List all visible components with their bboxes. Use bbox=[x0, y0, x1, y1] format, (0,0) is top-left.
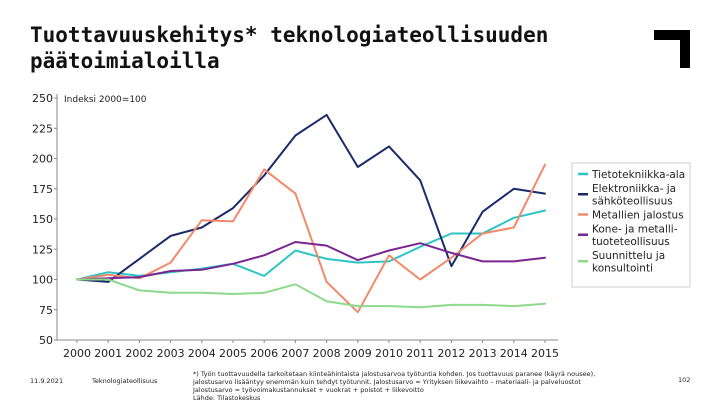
x-tick-label: 2011 bbox=[406, 347, 434, 360]
x-tick-label: 2001 bbox=[94, 347, 122, 360]
y-tick-label: 125 bbox=[32, 243, 53, 256]
footer-note-line: jalostusarvo lisääntyy enemmän kuin tehd… bbox=[193, 378, 581, 386]
x-tick-label: 2010 bbox=[375, 347, 403, 360]
series-line-tietotekniikka-ala bbox=[76, 209, 546, 281]
series-line-kone-ja-metallituoteteollisuus bbox=[76, 241, 546, 281]
footer-company: Teknologiateollisuus bbox=[92, 377, 158, 385]
x-tick-label: 2012 bbox=[437, 347, 465, 360]
series-lines bbox=[76, 113, 546, 314]
legend-label: Kone- ja metalli- bbox=[592, 224, 678, 236]
series-line-elektroniikka-ja-s-hk-teollisuus bbox=[76, 113, 546, 283]
y-tick-label: 200 bbox=[32, 153, 53, 166]
x-tick-label: 2007 bbox=[281, 347, 309, 360]
legend-label: sähköteollisuus bbox=[592, 196, 673, 208]
legend-label: Elektroniikka- ja bbox=[592, 183, 676, 195]
x-tick-label: 2008 bbox=[313, 347, 341, 360]
x-tick-label: 2013 bbox=[469, 347, 497, 360]
y-tick-label: 50 bbox=[39, 334, 53, 347]
x-tick-label: 2004 bbox=[188, 347, 216, 360]
x-tick-label: 2014 bbox=[500, 347, 528, 360]
footer-note: *) Työn tuottavuudella tarkoitetaan kiin… bbox=[193, 370, 653, 402]
y-tick-label: 100 bbox=[32, 274, 53, 287]
series-line-suunnittelu-ja-konsultointi bbox=[76, 278, 546, 309]
y-tick-label: 175 bbox=[32, 183, 53, 196]
legend-label: Suunnittelu ja bbox=[592, 250, 665, 262]
footer-note-line: Lähde: Tilastokeskus bbox=[193, 394, 261, 402]
y-tick-label: 75 bbox=[39, 304, 53, 317]
x-tick-label: 2009 bbox=[344, 347, 372, 360]
footer-note-line: Jalostusarvo = työvoimakustannukset + vu… bbox=[193, 386, 424, 394]
legend: Tietotekniikka-ala Elektroniikka- jasähkö… bbox=[571, 162, 691, 288]
legend-label: konsultointi bbox=[592, 263, 653, 275]
series-line-metallien-jalostus bbox=[76, 163, 546, 314]
chart-annotation: Indeksi 2000=100 bbox=[64, 95, 147, 105]
y-tick-label: 150 bbox=[32, 213, 53, 226]
slide-title-line-1: Tuottavuuskehitys* teknologiateollisuude… bbox=[30, 23, 549, 47]
x-axis: 2000 2001 2002 2003 2004 2005 2006 2007 2008 2009… bbox=[57, 339, 559, 360]
x-tick-label: 2002 bbox=[125, 347, 153, 360]
y-axis: 50 75 100 125 150 175 200 225 250 bbox=[32, 92, 58, 347]
y-tick-label: 225 bbox=[32, 122, 53, 135]
x-tick-label: 2005 bbox=[219, 347, 247, 360]
x-tick-label: 2015 bbox=[531, 347, 559, 360]
brand-logo-icon bbox=[654, 30, 690, 68]
y-tick-label: 250 bbox=[32, 92, 53, 105]
x-tick-label: 2000 bbox=[63, 347, 91, 360]
x-tick-label: 2006 bbox=[250, 347, 278, 360]
page-number: 102 bbox=[678, 376, 691, 384]
legend-label: tuoteteollisuus bbox=[592, 236, 670, 248]
slide-title-line-2: päätoimialoilla bbox=[30, 49, 220, 73]
slide-title: Tuottavuuskehitys* teknologiateollisuude… bbox=[30, 22, 630, 74]
x-tick-label: 2003 bbox=[157, 347, 185, 360]
footer-date: 11.9.2021 bbox=[30, 377, 64, 385]
legend-label: Metallien jalostus bbox=[592, 210, 684, 222]
footer-note-line: *) Työn tuottavuudella tarkoitetaan kiin… bbox=[193, 370, 596, 378]
legend-label: Tietotekniikka-ala bbox=[591, 169, 685, 181]
legend-box bbox=[571, 162, 691, 288]
